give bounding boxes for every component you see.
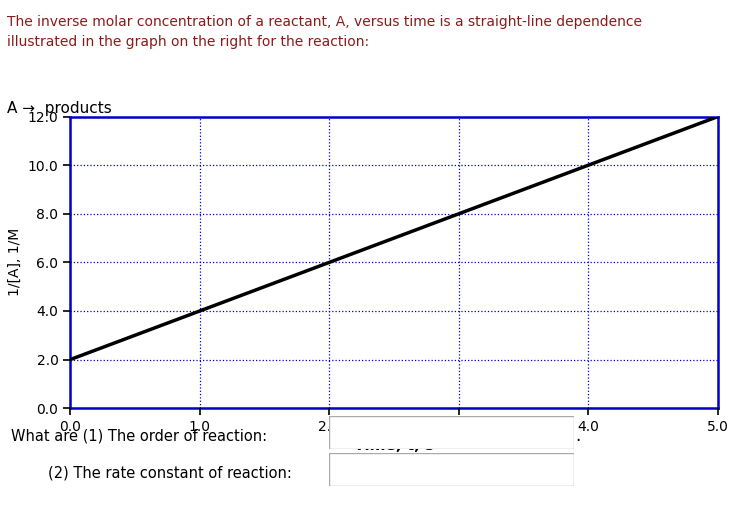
X-axis label: Time, t, s: Time, t, s bbox=[354, 438, 434, 453]
FancyBboxPatch shape bbox=[329, 416, 574, 449]
FancyBboxPatch shape bbox=[329, 453, 574, 486]
Y-axis label: 1/[A], 1/M: 1/[A], 1/M bbox=[8, 228, 22, 297]
Text: What are (1) The order of reaction:: What are (1) The order of reaction: bbox=[11, 428, 267, 444]
Text: .: . bbox=[576, 427, 581, 445]
Text: A →  products: A → products bbox=[7, 101, 112, 117]
Text: The inverse molar concentration of a reactant, A, versus time is a straight-line: The inverse molar concentration of a rea… bbox=[7, 15, 642, 49]
Text: (2) The rate constant of reaction:: (2) The rate constant of reaction: bbox=[48, 465, 292, 481]
